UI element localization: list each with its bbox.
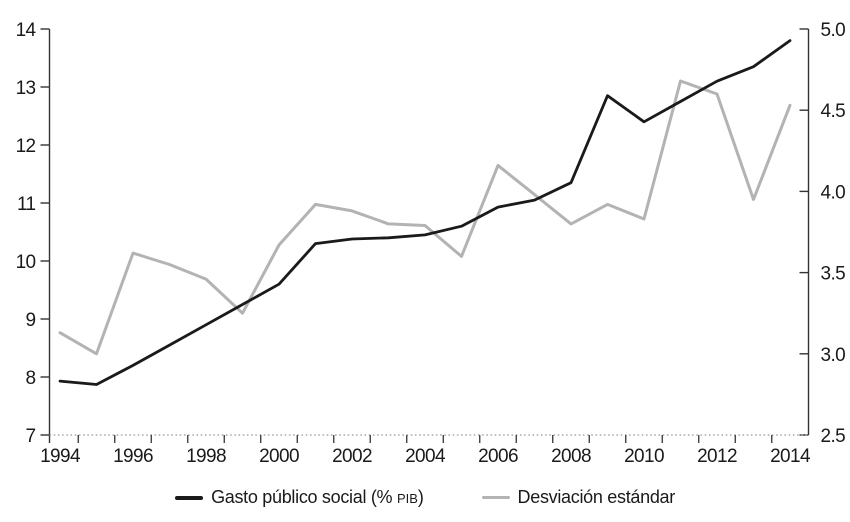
dual-axis-line-chart: 14 13 12 11 10 9 8 7 5.0 4.5 4.0 3.5 3.0 2.5 1994 1996 1… — [16, 20, 846, 467]
x-axis-tick-label: 2012 — [697, 446, 737, 467]
legend-label-gasto-pre: Gasto público social (% — [211, 487, 397, 507]
right-axis-tick-label: 4.5 — [821, 101, 846, 122]
right-axis-tick-label: 5.0 — [821, 20, 846, 41]
legend-label-desviacion: Desviación estándar — [517, 487, 676, 507]
x-axis-tick-label: 2014 — [770, 446, 811, 467]
x-axis-tick-label: 2004 — [405, 446, 446, 467]
series-line-desviacion-estandar — [58, 79, 792, 356]
x-axis-tick-label: 2006 — [478, 446, 518, 467]
legend-label-gasto: Gasto público social (% PIB) — [211, 487, 424, 508]
legend-swatch-desviacion — [481, 496, 510, 499]
right-axis-tick-label: 3.0 — [821, 345, 846, 366]
left-axis-tick-label: 9 — [26, 310, 36, 331]
x-axis-tick-label: 2002 — [332, 446, 372, 467]
left-axis-tick-label: 7 — [26, 426, 36, 447]
legend-item-gasto: Gasto público social (% PIB) — [175, 487, 424, 508]
legend-swatch-gasto — [175, 495, 204, 500]
x-axis-tick-label: 1996 — [113, 446, 153, 467]
left-axis-tick-label: 11 — [17, 194, 36, 215]
x-axis-tick-label: 2000 — [259, 446, 299, 467]
x-axis-tick-label: 2010 — [624, 446, 664, 467]
chart-legend: Gasto público social (% PIB) Desviación … — [0, 487, 850, 508]
left-axis-tick-label: 12 — [16, 136, 36, 157]
left-axis-tick-label: 8 — [26, 368, 36, 389]
left-axis-tick-label: 14 — [16, 20, 37, 41]
right-axis-tick-label: 2.5 — [821, 426, 846, 447]
left-axis-tick-label: 10 — [16, 252, 36, 273]
legend-label-gasto-post: ) — [417, 487, 424, 507]
x-axis-tick-label: 1994 — [40, 446, 81, 467]
legend-item-desviacion: Desviación estándar — [481, 487, 676, 508]
left-axis-tick-label: 13 — [16, 78, 36, 99]
series-line-gasto-publico-social — [58, 39, 792, 386]
x-axis-tick-label: 1998 — [186, 446, 226, 467]
x-axis-tick-label: 2008 — [551, 446, 591, 467]
right-axis-tick-label: 4.0 — [821, 182, 846, 203]
right-axis-tick-label: 3.5 — [821, 264, 846, 285]
legend-label-gasto-sigla: PIB — [396, 491, 418, 506]
